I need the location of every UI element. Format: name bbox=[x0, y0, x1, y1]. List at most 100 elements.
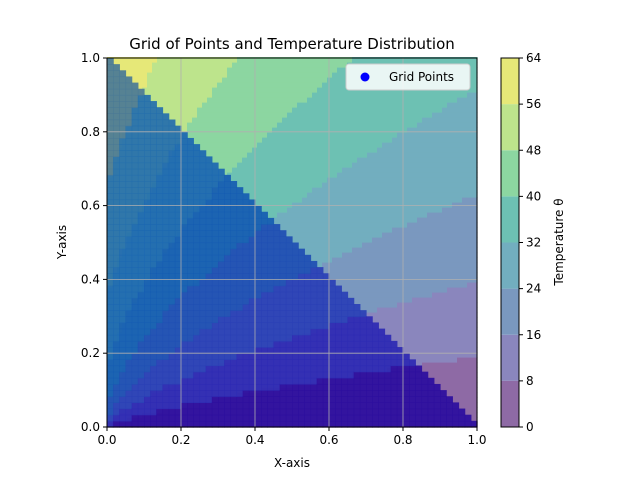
contour-band-cell bbox=[257, 57, 263, 63]
contour-band-cell bbox=[192, 117, 198, 123]
contour-band-cell bbox=[202, 117, 208, 123]
contour-band-cell bbox=[417, 152, 423, 158]
contour-band-cell bbox=[272, 107, 278, 113]
contour-band-cell bbox=[282, 162, 288, 168]
contour-band-cell bbox=[382, 202, 388, 208]
contour-band-cell bbox=[372, 202, 378, 208]
contour-band-cell bbox=[302, 72, 308, 78]
contour-band-cell bbox=[347, 162, 353, 168]
contour-band-cell bbox=[152, 87, 158, 93]
contour-band-cell bbox=[352, 167, 358, 173]
contour-band-cell bbox=[437, 227, 443, 233]
contour-band-cell bbox=[307, 102, 313, 108]
contour-band-cell bbox=[362, 132, 368, 138]
contour-band-cell bbox=[347, 147, 353, 153]
contour-band-cell bbox=[332, 212, 338, 218]
contour-band-cell bbox=[367, 197, 373, 203]
contour-band-cell bbox=[207, 112, 213, 118]
contour-band-cell bbox=[342, 272, 348, 278]
contour-band-cell bbox=[127, 72, 133, 78]
contour-band-cell bbox=[332, 137, 338, 143]
contour-band-cell bbox=[367, 307, 373, 313]
contour-band-cell bbox=[277, 162, 283, 168]
contour-band-cell bbox=[182, 92, 188, 98]
contour-band-cell bbox=[327, 102, 333, 108]
contour-band-cell bbox=[417, 92, 423, 98]
contour-band-cell bbox=[372, 307, 378, 313]
contour-band-cell bbox=[417, 267, 423, 273]
contour-band-cell bbox=[277, 192, 283, 198]
contour-band-cell bbox=[202, 127, 208, 133]
contour-band-cell bbox=[362, 97, 368, 103]
contour-band-cell bbox=[242, 57, 248, 63]
contour-band-cell bbox=[417, 227, 423, 233]
contour-band-cell bbox=[432, 102, 438, 108]
contour-band-cell bbox=[272, 72, 278, 78]
contour-band-cell bbox=[382, 242, 388, 248]
contour-band-cell bbox=[282, 102, 288, 108]
contour-band-cell bbox=[362, 112, 368, 118]
contour-band-cell bbox=[442, 372, 448, 378]
contour-band-cell bbox=[342, 57, 348, 63]
contour-band-cell bbox=[412, 152, 418, 158]
contour-band-cell bbox=[172, 102, 178, 108]
contour-band-cell bbox=[147, 87, 153, 93]
contour-band-cell bbox=[407, 342, 413, 348]
contour-band-cell bbox=[257, 67, 263, 73]
contour-band-cell bbox=[367, 232, 373, 238]
contour-band-cell bbox=[367, 132, 373, 138]
contour-band-cell bbox=[187, 107, 193, 113]
contour-band-cell bbox=[212, 152, 218, 158]
contour-band-cell bbox=[317, 172, 323, 178]
contour-band-cell bbox=[442, 347, 448, 353]
contour-band-cell bbox=[387, 212, 393, 218]
contour-band-cell bbox=[287, 97, 293, 103]
contour-band-cell bbox=[397, 297, 403, 303]
contour-band-cell bbox=[372, 142, 378, 148]
contour-band-cell bbox=[247, 112, 253, 118]
contour-band-cell bbox=[392, 172, 398, 178]
contour-band-cell bbox=[227, 97, 233, 103]
contour-band-cell bbox=[257, 87, 263, 93]
contour-band-cell bbox=[347, 267, 353, 273]
contour-band-cell bbox=[437, 322, 443, 328]
contour-band-cell bbox=[427, 187, 433, 193]
contour-band-cell bbox=[317, 112, 323, 118]
contour-band-cell bbox=[337, 192, 343, 198]
contour-band-cell bbox=[342, 287, 348, 293]
contour-band-cell bbox=[302, 202, 308, 208]
contour-band-cell bbox=[422, 262, 428, 268]
contour-band-cell bbox=[317, 242, 323, 248]
contour-band-cell bbox=[297, 147, 303, 153]
contour-band-cell bbox=[267, 197, 273, 203]
contour-band-cell bbox=[377, 157, 383, 163]
contour-band-cell bbox=[417, 177, 423, 183]
contour-band-cell bbox=[267, 72, 273, 78]
contour-band-cell bbox=[207, 132, 213, 138]
contour-band-cell bbox=[412, 227, 418, 233]
contour-band-cell bbox=[437, 367, 443, 373]
contour-band-cell bbox=[402, 257, 408, 263]
contour-band-cell bbox=[267, 177, 273, 183]
contour-band-cell bbox=[342, 222, 348, 228]
contour-band-cell bbox=[212, 137, 218, 143]
contour-band-cell bbox=[287, 162, 293, 168]
contour-band-cell bbox=[412, 192, 418, 198]
contour-band-cell bbox=[367, 212, 373, 218]
contour-band-cell bbox=[427, 57, 433, 63]
contour-band-cell bbox=[402, 207, 408, 213]
contour-band-cell bbox=[412, 327, 418, 333]
contour-band-cell bbox=[392, 152, 398, 158]
contour-band-cell bbox=[382, 222, 388, 228]
contour-band-cell bbox=[432, 292, 438, 298]
contour-band-cell bbox=[297, 57, 303, 63]
contour-band-cell bbox=[282, 167, 288, 173]
contour-band-cell bbox=[432, 247, 438, 253]
contour-band-cell bbox=[402, 152, 408, 158]
contour-band-cell bbox=[202, 87, 208, 93]
contour-band-cell bbox=[432, 122, 438, 128]
contour-band-cell bbox=[352, 137, 358, 143]
contour-band-cell bbox=[317, 147, 323, 153]
contour-band-cell bbox=[422, 127, 428, 133]
contour-band-cell bbox=[227, 172, 233, 178]
